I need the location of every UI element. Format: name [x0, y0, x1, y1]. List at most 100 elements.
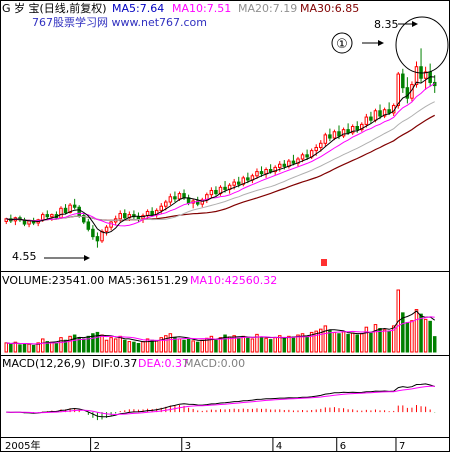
candle-body: [104, 226, 109, 232]
volume-bar: [123, 339, 127, 353]
macd-label: MACD(12,26,9): [2, 357, 86, 370]
candle-body: [319, 142, 323, 148]
candle-body: [82, 215, 86, 223]
volume-bar: [360, 333, 364, 353]
volume-bar: [136, 343, 141, 353]
volume-bar: [341, 331, 346, 353]
volume-bar: [364, 326, 369, 353]
volume-bar: [209, 335, 214, 353]
x-axis-tick-label: 2005年: [5, 439, 40, 452]
volume-bar: [195, 341, 200, 353]
volume-bar: [109, 337, 113, 353]
volume-bar: [182, 339, 186, 353]
volume-bar: [401, 312, 405, 353]
candle-body: [4, 218, 9, 222]
candle-body: [177, 193, 182, 200]
x-axis-tick-label: 6: [340, 441, 346, 452]
volume-bar: [259, 336, 264, 353]
candle-body: [91, 228, 95, 238]
candle-body: [141, 215, 145, 220]
candle-body: [159, 205, 164, 211]
volume-bar: [191, 340, 195, 353]
volume-bar: [40, 338, 45, 353]
volume-bar: [91, 333, 95, 353]
candle-body: [150, 210, 154, 216]
volume-bar: [36, 342, 40, 353]
volume-bar: [113, 338, 118, 353]
candle-body: [27, 220, 31, 225]
volume-bar: [72, 334, 77, 353]
volume-bar: [68, 335, 72, 353]
candle-body: [68, 204, 72, 214]
candle-body: [387, 109, 391, 114]
candle-body: [259, 171, 264, 175]
volume-bar: [319, 328, 323, 353]
volume-bar: [296, 334, 300, 353]
volume-bar: [150, 339, 154, 353]
volume-bar: [414, 309, 419, 353]
volume-ma10-line: [6, 316, 435, 345]
candle-body: [40, 214, 45, 221]
volume-bar: [118, 335, 122, 353]
volume-bar: [378, 328, 382, 353]
candle-body: [423, 71, 428, 79]
candle-body: [346, 129, 350, 134]
candle-body: [209, 189, 214, 196]
candle-body: [95, 236, 100, 242]
candle-body: [100, 230, 104, 242]
dif-value: DIF:0.37: [92, 357, 137, 370]
volume-bar: [232, 335, 236, 353]
volume-bar: [27, 343, 31, 353]
volume-bar: [419, 313, 423, 353]
ma10-line: [6, 83, 435, 227]
volume-bar: [382, 329, 387, 353]
volume-value: VOLUME:23541.00: [2, 274, 104, 287]
candle-body: [264, 169, 268, 175]
candle-body: [72, 204, 77, 208]
volume-bar: [236, 337, 241, 353]
volume-bar: [432, 336, 437, 353]
volume-bar: [164, 335, 168, 353]
candle-body: [300, 154, 305, 160]
volume-bar: [328, 329, 332, 353]
low-price-label: 4.55: [12, 250, 37, 263]
candle-body: [136, 216, 141, 220]
macd-value: MACD:0.00: [184, 357, 245, 370]
candle-body: [168, 196, 173, 203]
volume-bar: [22, 343, 27, 353]
volume-bar: [173, 337, 177, 353]
candle-body: [291, 160, 296, 164]
high-price-label: 8.35: [374, 18, 399, 31]
x-axis-tick-label: 2: [94, 441, 100, 452]
candle-body: [341, 129, 346, 137]
candle-body: [337, 131, 341, 137]
candle-body: [236, 181, 241, 185]
volume-bar: [391, 325, 396, 353]
volume-ma5-value: MA5:36151.29: [108, 274, 188, 287]
volume-bars: [4, 289, 437, 353]
candle-body: [246, 177, 250, 181]
volume-bar: [287, 335, 291, 353]
candle-body: [360, 123, 364, 131]
volume-bar: [168, 333, 173, 353]
volume-bar: [50, 341, 54, 353]
volume-bar: [255, 333, 259, 353]
marker-number: ①: [336, 37, 348, 52]
dif-line: [6, 383, 435, 418]
candle-body: [314, 146, 318, 152]
ma10-value: MA10:7.51: [172, 2, 231, 15]
volume-bar: [250, 338, 255, 353]
candle-body: [63, 207, 68, 214]
low-price-arrowhead: [84, 255, 90, 261]
volume-bar: [337, 333, 341, 353]
candle-body: [382, 109, 387, 117]
volume-bar: [54, 343, 59, 353]
volume-bar: [186, 338, 191, 353]
volume-bar: [9, 343, 13, 353]
x-axis-tick-label: 7: [399, 441, 405, 452]
volume-bar: [309, 331, 314, 353]
volume-bar: [350, 332, 355, 353]
site-watermark: 767股票学习网 www.net767.com: [32, 15, 207, 29]
volume-bar: [332, 331, 337, 353]
